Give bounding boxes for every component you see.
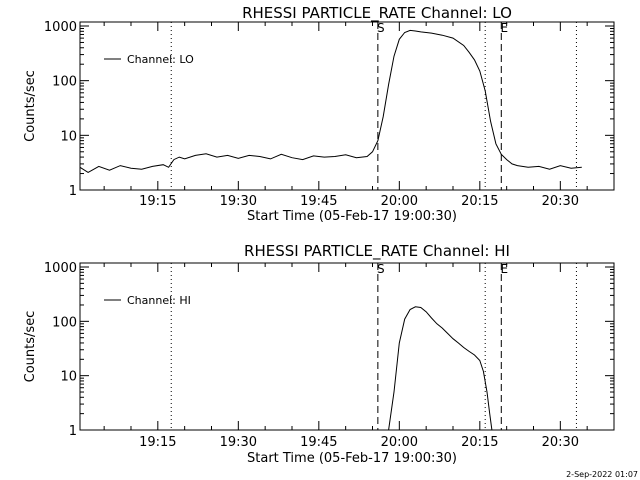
panel-1-y-tick-label: 10 — [60, 129, 77, 144]
panel-1-x-tick-label: 20:00 — [381, 194, 418, 209]
panel-2-x-tick-label: 19:45 — [300, 435, 337, 450]
panel-1-y-tick-label: 100 — [52, 75, 77, 90]
panel-1-y-tick-label: 1000 — [44, 20, 77, 35]
panel-1-x-tick-label: 20:15 — [461, 194, 498, 209]
panel-1-y-axis-label: Counts/sec — [23, 70, 38, 142]
panel-2-x-axis-label: Start Time (05-Feb-17 19:00:30) — [247, 451, 457, 466]
panel-1-legend-label: Channel: LO — [127, 53, 194, 66]
panel-2-x-tick-label: 20:15 — [461, 435, 498, 450]
panel-2-marker-label: E — [500, 262, 508, 276]
panel-1-marker-label: S — [377, 21, 385, 35]
panel-2-plot-frame — [79, 262, 615, 431]
panel-2-marker-label: S — [377, 262, 385, 276]
panel-1-x-tick-label: 20:30 — [542, 194, 579, 209]
panel-2-series-line — [388, 306, 493, 431]
panel-1-chart-title: RHESSI PARTICLE_RATE Channel: LO — [242, 4, 512, 23]
footer-timestamp: 2-Sep-2022 01:07 — [566, 470, 638, 479]
panel-1-y-tick-label: 1 — [69, 184, 77, 199]
panel-2-y-tick-label: 1000 — [44, 261, 77, 276]
panel-1-marker-label: E — [500, 21, 508, 35]
panel-2-chart-title: RHESSI PARTICLE_RATE Channel: HI — [244, 242, 510, 261]
panel-2-y-tick-label: 1 — [69, 424, 77, 439]
panel-1-x-tick-label: 19:30 — [220, 194, 257, 209]
panel-1-series-line — [79, 29, 582, 173]
panel-1-x-tick-label: 19:15 — [139, 194, 176, 209]
panel-1-x-axis-label: Start Time (05-Feb-17 19:00:30) — [247, 209, 457, 224]
panel-1-x-tick-label: 19:45 — [300, 194, 337, 209]
panel-2-x-tick-label: 19:15 — [139, 435, 176, 450]
panel-2-x-tick-label: 19:30 — [220, 435, 257, 450]
panel-1-plot-frame — [79, 21, 615, 191]
panel-2-y-tick-label: 10 — [60, 370, 77, 385]
panel-2-y-tick-label: 100 — [52, 315, 77, 330]
panel-2-legend-label: Channel: HI — [127, 294, 191, 307]
panel-2-y-axis-label: Counts/sec — [23, 311, 38, 383]
panel-2-x-tick-label: 20:00 — [381, 435, 418, 450]
panel-2-x-tick-label: 20:30 — [542, 435, 579, 450]
